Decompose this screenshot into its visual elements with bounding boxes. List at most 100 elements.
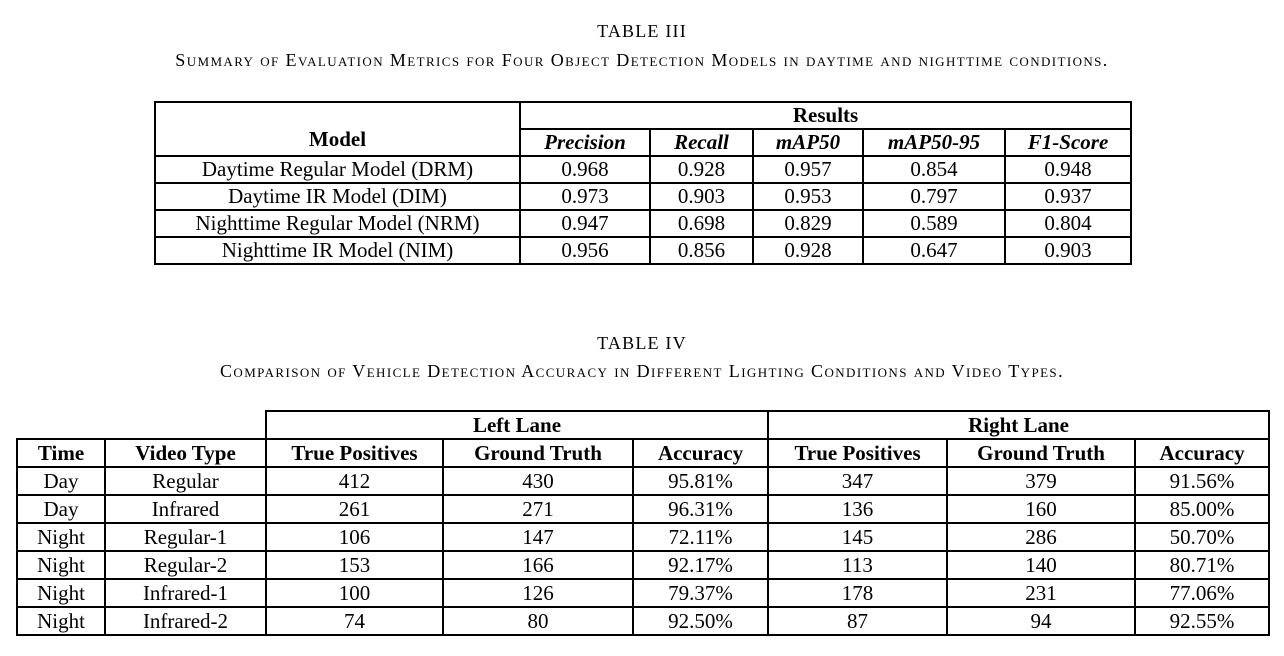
table4-right-accuracy-cell: 77.06%: [1134, 578, 1271, 608]
table4-right-ground-truth-cell: 160: [946, 494, 1137, 524]
table4-right-ground-truth-cell: 231: [946, 578, 1137, 608]
table3-f1-value: 0.948: [1003, 155, 1133, 184]
table3-precision-value: 0.968: [519, 155, 651, 184]
table4-data-row: Night Infrared-2 74 80 92.50% 87 94 92.5…: [16, 606, 1271, 636]
table3-map50-value: 0.928: [752, 236, 864, 265]
table4-left-true-positives-cell: 74: [265, 606, 444, 636]
table4-time-cell: Night: [16, 578, 106, 608]
table4-left-accuracy-cell: 92.50%: [631, 606, 770, 636]
table3-model-name: Nighttime Regular Model (NRM): [154, 209, 521, 238]
table4-video-type-cell: Regular-1: [104, 522, 267, 552]
table4-right-ground-truth-cell: 379: [946, 466, 1137, 496]
table3-map50-value: 0.953: [752, 182, 864, 211]
table4-video-type-cell: Regular-2: [104, 550, 267, 580]
table4-header-true-positives-left: True Positives: [265, 438, 444, 468]
table4-left-accuracy-cell: 72.11%: [631, 522, 770, 552]
table3-map50-95-value: 0.647: [862, 236, 1006, 265]
table3-header-row-top: Model Results: [154, 101, 1133, 157]
table4-right-accuracy-cell: 91.56%: [1134, 466, 1271, 496]
table3-map50-95-value: 0.589: [862, 209, 1006, 238]
table3-header-recall: Recall: [649, 128, 754, 157]
table3-recall-value: 0.903: [649, 182, 754, 211]
table4-left-true-positives-cell: 412: [265, 466, 444, 496]
table3-data-row: Nighttime Regular Model (NRM) 0.947 0.69…: [154, 209, 1133, 238]
table4-right-accuracy-cell: 92.55%: [1134, 606, 1271, 636]
table4-left-ground-truth-cell: 430: [442, 466, 634, 496]
table3-recall-value: 0.856: [649, 236, 754, 265]
table4-right-accuracy-cell: 50.70%: [1134, 522, 1271, 552]
table4-time-cell: Day: [16, 494, 106, 524]
table4-left-true-positives-cell: 100: [265, 578, 444, 608]
table4-video-type-cell: Regular: [104, 466, 267, 496]
table4-right-true-positives-cell: 178: [767, 578, 949, 608]
table4-left-accuracy-cell: 95.81%: [631, 466, 770, 496]
table4-right-ground-truth-cell: 286: [946, 522, 1137, 552]
table4-header-time: Time: [16, 438, 106, 468]
table4-data-row: Night Infrared-1 100 126 79.37% 178 231 …: [16, 578, 1271, 608]
table4-left-true-positives-cell: 106: [265, 522, 444, 552]
table4-right-true-positives-cell: 145: [767, 522, 949, 552]
table3-f1-value: 0.937: [1003, 182, 1133, 211]
table3-f1-value: 0.804: [1003, 209, 1133, 238]
table3-model-name: Daytime Regular Model (DRM): [154, 155, 521, 184]
table4-video-type-cell: Infrared: [104, 494, 267, 524]
table3-map50-value: 0.957: [752, 155, 864, 184]
table4-caption: Comparison of Vehicle Detection Accuracy…: [220, 361, 1064, 381]
table4-right-ground-truth-cell: 140: [946, 550, 1137, 580]
table3: Model Results Precision Recall mAP50 mAP…: [154, 101, 1133, 265]
table3-map50-value: 0.829: [752, 209, 864, 238]
table3-header-row-metrics: Precision Recall mAP50 mAP50-95 F1-Score: [155, 128, 1133, 157]
table4: Left Lane Right Lane Time Video Type Tru…: [16, 410, 1271, 636]
table4-video-type-cell: Infrared-2: [104, 606, 267, 636]
table4-data-row: Night Regular-2 153 166 92.17% 113 140 8…: [16, 550, 1271, 580]
table4-right-ground-truth-cell: 94: [946, 606, 1137, 636]
table3-header-model: Model: [154, 101, 521, 157]
table3-header-f1-score: F1-Score: [1003, 128, 1133, 157]
table4-header-row-lanes: Left Lane Right Lane: [17, 410, 1271, 440]
table4-left-accuracy-cell: 96.31%: [631, 494, 770, 524]
table4-header-row-columns: Time Video Type True Positives Ground Tr…: [16, 438, 1271, 468]
table3-model-name: Nighttime IR Model (NIM): [154, 236, 521, 265]
table3-model-name: Daytime IR Model (DIM): [154, 182, 521, 211]
table4-header-spacer: [17, 411, 266, 439]
table4-left-accuracy-cell: 92.17%: [631, 550, 770, 580]
table4-left-accuracy-cell: 79.37%: [631, 578, 770, 608]
table4-left-true-positives-cell: 153: [265, 550, 444, 580]
table4-left-ground-truth-cell: 271: [442, 494, 634, 524]
table3-header-precision: Precision: [519, 128, 651, 157]
table4-header-accuracy-right: Accuracy: [1134, 438, 1271, 468]
table4-data-row: Night Regular-1 106 147 72.11% 145 286 5…: [16, 522, 1271, 552]
table3-data-row: Daytime IR Model (DIM) 0.973 0.903 0.953…: [154, 182, 1133, 211]
table3-precision-value: 0.947: [519, 209, 651, 238]
table4-time-cell: Day: [16, 466, 106, 496]
table3-data-row: Daytime Regular Model (DRM) 0.968 0.928 …: [154, 155, 1133, 184]
table4-data-row: Day Regular 412 430 95.81% 347 379 91.56…: [16, 466, 1271, 496]
table4-header-true-positives-right: True Positives: [767, 438, 949, 468]
table4-left-ground-truth-cell: 126: [442, 578, 634, 608]
table3-precision-value: 0.973: [519, 182, 651, 211]
table3-header-results: Results: [518, 101, 1133, 130]
table3-label: TABLE III: [597, 21, 687, 41]
table4-left-ground-truth-cell: 80: [442, 606, 634, 636]
table4-header-ground-truth-left: Ground Truth: [442, 438, 634, 468]
table4-right-true-positives-cell: 136: [767, 494, 949, 524]
table3-recall-value: 0.928: [649, 155, 754, 184]
table4-header-left-lane: Left Lane: [264, 410, 770, 440]
table4-label: TABLE IV: [597, 333, 687, 353]
table3-caption: Summary of Evaluation Metrics for Four O…: [175, 50, 1109, 70]
table4-right-accuracy-cell: 80.71%: [1134, 550, 1271, 580]
table4-right-accuracy-cell: 85.00%: [1134, 494, 1271, 524]
table4-left-ground-truth-cell: 147: [442, 522, 634, 552]
table4-time-cell: Night: [16, 606, 106, 636]
table3-recall-value: 0.698: [649, 209, 754, 238]
table4-header-video-type: Video Type: [104, 438, 267, 468]
table3-data-row: Nighttime IR Model (NIM) 0.956 0.856 0.9…: [154, 236, 1133, 265]
table3-precision-value: 0.956: [519, 236, 651, 265]
table4-data-row: Day Infrared 261 271 96.31% 136 160 85.0…: [16, 494, 1271, 524]
table3-header-map50-95: mAP50-95: [862, 128, 1006, 157]
table4-left-ground-truth-cell: 166: [442, 550, 634, 580]
table3-map50-95-value: 0.854: [862, 155, 1006, 184]
table4-header-accuracy-left: Accuracy: [631, 438, 770, 468]
table4-header-ground-truth-right: Ground Truth: [946, 438, 1137, 468]
